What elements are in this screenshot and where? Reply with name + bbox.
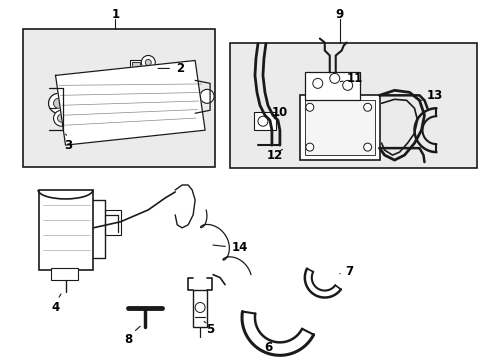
Circle shape — [200, 89, 214, 103]
Circle shape — [48, 93, 68, 113]
Bar — [130, 60, 152, 78]
Circle shape — [195, 302, 204, 312]
Bar — [132, 62, 140, 71]
Circle shape — [342, 80, 352, 90]
Circle shape — [312, 78, 322, 88]
Circle shape — [58, 114, 65, 122]
Text: 14: 14 — [231, 241, 248, 254]
Bar — [193, 289, 207, 328]
Bar — [299, 95, 379, 160]
Text: 9: 9 — [335, 8, 343, 21]
Circle shape — [363, 143, 371, 151]
Text: 7: 7 — [345, 265, 353, 278]
Circle shape — [145, 59, 151, 66]
Bar — [39, 190, 93, 270]
Text: 8: 8 — [124, 333, 132, 346]
Text: 4: 4 — [51, 301, 60, 314]
Bar — [105, 210, 121, 235]
Text: 12: 12 — [266, 149, 283, 162]
Bar — [253, 112, 275, 130]
Circle shape — [305, 143, 313, 151]
Bar — [304, 100, 374, 155]
Circle shape — [150, 107, 160, 117]
Circle shape — [258, 116, 267, 126]
Circle shape — [305, 103, 313, 111]
Text: 3: 3 — [64, 139, 72, 152]
Bar — [229, 42, 476, 168]
Circle shape — [135, 101, 145, 111]
Circle shape — [329, 73, 339, 84]
Polygon shape — [56, 60, 204, 145]
Text: 1: 1 — [111, 8, 119, 21]
Bar — [142, 62, 150, 71]
Text: 10: 10 — [271, 106, 287, 119]
Circle shape — [165, 95, 175, 105]
Bar — [304, 72, 359, 100]
Text: 6: 6 — [263, 341, 271, 354]
Text: 11: 11 — [346, 72, 362, 85]
Circle shape — [53, 110, 69, 126]
Text: 13: 13 — [426, 89, 442, 102]
Text: 5: 5 — [205, 323, 214, 336]
Circle shape — [53, 98, 63, 108]
Circle shape — [363, 103, 371, 111]
Bar — [22, 28, 215, 167]
Text: 2: 2 — [176, 62, 184, 75]
Bar — [50, 268, 78, 280]
Circle shape — [141, 55, 155, 69]
